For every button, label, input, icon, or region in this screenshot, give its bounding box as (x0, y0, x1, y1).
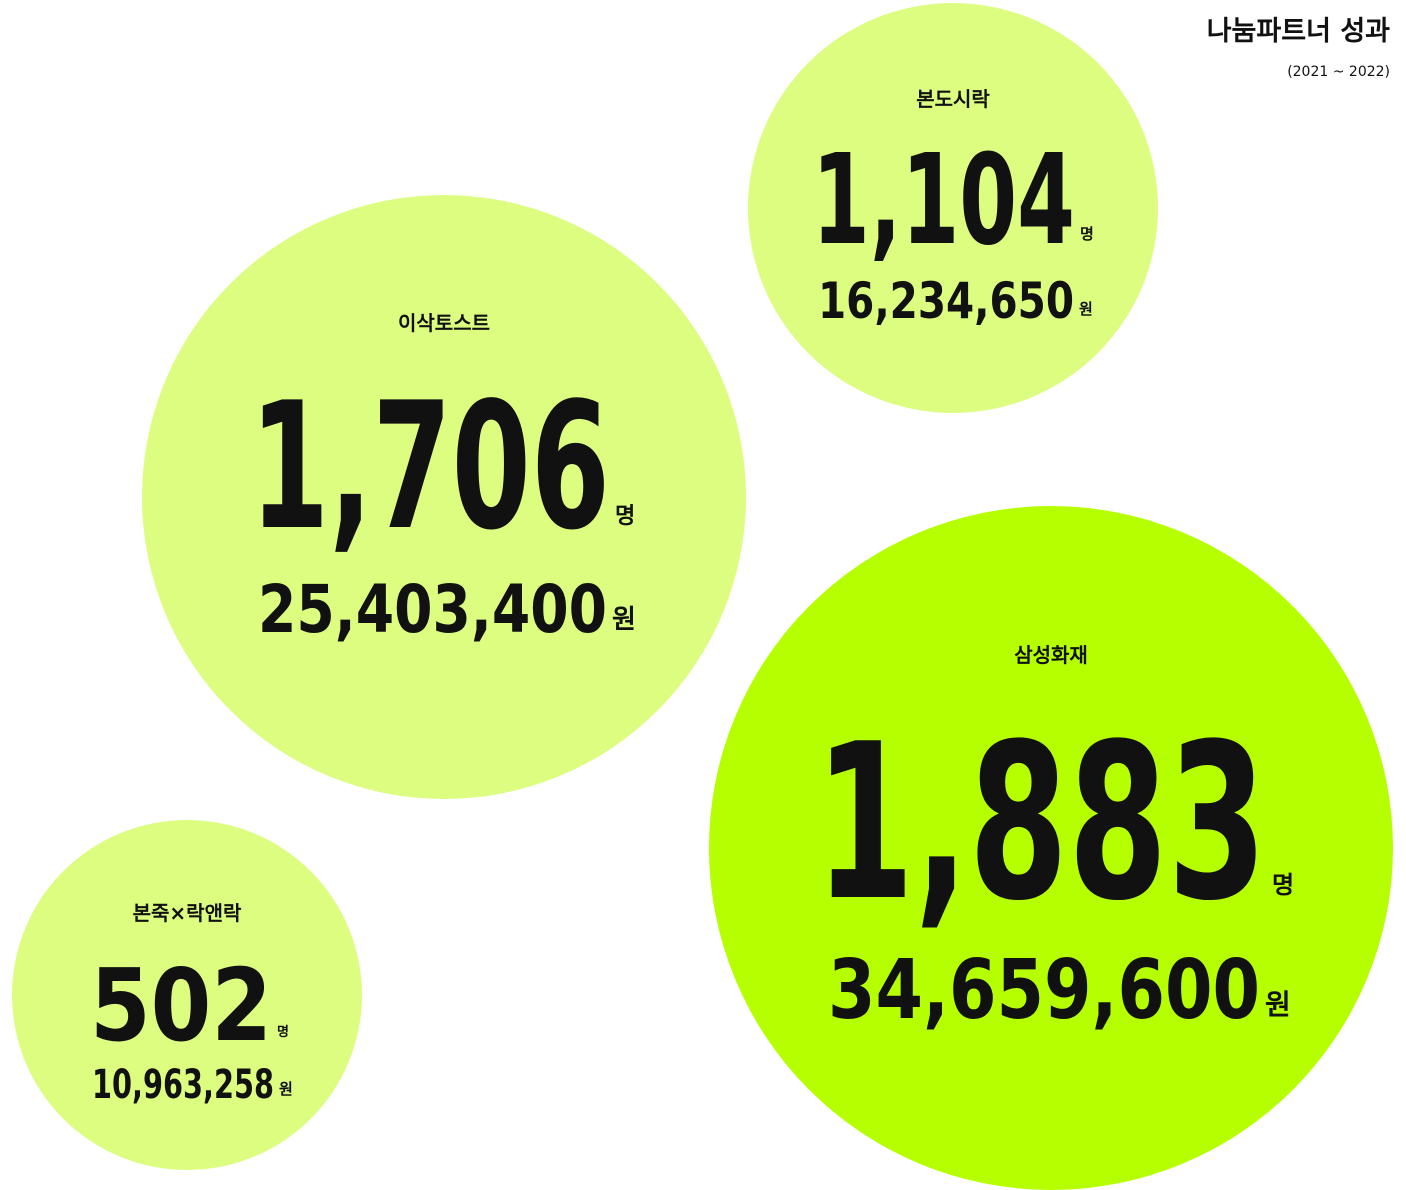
count-unit: 명 (1080, 225, 1094, 243)
subtitle: (2021 ~ 2022) (1287, 64, 1390, 80)
amount: 16,234,650 (818, 272, 1074, 330)
amount-unit: 원 (1265, 988, 1291, 1021)
count-unit: 명 (1272, 871, 1294, 899)
count: 1,104 (812, 128, 1075, 273)
bubble (709, 506, 1393, 1190)
bubble (12, 820, 362, 1170)
partner-name: 삼성화재 (1014, 643, 1088, 667)
count: 502 (90, 947, 272, 1064)
amount-unit: 원 (279, 1080, 293, 1098)
partner-name: 본도시락 (916, 87, 990, 111)
partner-name: 이삭토스트 (398, 311, 490, 335)
amount: 25,403,400 (258, 571, 607, 648)
amount-unit: 원 (612, 605, 636, 635)
bubble (748, 3, 1158, 413)
count: 1,883 (815, 697, 1267, 948)
count: 1,706 (250, 366, 610, 569)
bubble (142, 195, 746, 799)
amount: 10,963,258 (92, 1062, 274, 1108)
title: 나눔파트너 성과 (1207, 16, 1390, 47)
count-unit: 명 (615, 504, 635, 529)
amount-unit: 원 (1079, 300, 1093, 318)
count-unit: 명 (277, 1024, 289, 1040)
amount: 34,659,600 (828, 943, 1260, 1038)
partner-name: 본죽×락앤락 (133, 901, 242, 925)
